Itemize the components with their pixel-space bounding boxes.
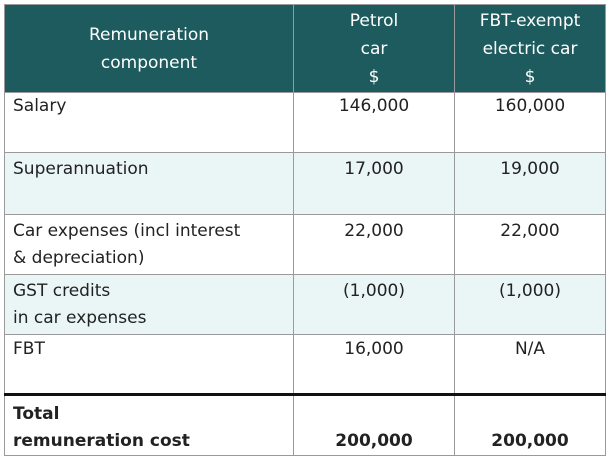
row-label: Superannuation xyxy=(4,152,294,215)
row-label: FBT xyxy=(4,334,294,395)
row-label: GST credits in car expenses xyxy=(4,274,294,335)
total-petrol-value: 200,000 xyxy=(293,393,455,456)
remuneration-table: Remuneration component Petrol car $ FBT-… xyxy=(4,4,606,456)
total-row: Total remuneration cost 200,000 200,000 xyxy=(4,393,606,456)
electric-value: 19,000 xyxy=(454,152,606,215)
table-row: Salary 146,000 160,000 xyxy=(4,92,606,153)
table-row: Superannuation 17,000 19,000 xyxy=(4,152,606,215)
total-label: Total remuneration cost xyxy=(4,393,294,456)
petrol-value: 146,000 xyxy=(293,92,455,153)
electric-value: 160,000 xyxy=(454,92,606,153)
header-electric-car: FBT-exempt electric car $ xyxy=(454,4,606,93)
petrol-value: 16,000 xyxy=(293,334,455,395)
header-row: Remuneration component Petrol car $ FBT-… xyxy=(4,4,606,93)
electric-value: (1,000) xyxy=(454,274,606,335)
row-label: Car expenses (incl interest & depreciati… xyxy=(4,214,294,275)
total-electric-value: 200,000 xyxy=(454,393,606,456)
electric-value: N/A xyxy=(454,334,606,395)
table-row: Car expenses (incl interest & depreciati… xyxy=(4,214,606,275)
table-row: FBT 16,000 N/A xyxy=(4,334,606,395)
petrol-value: 22,000 xyxy=(293,214,455,275)
petrol-value: (1,000) xyxy=(293,274,455,335)
header-component: Remuneration component xyxy=(4,4,294,93)
row-label: Salary xyxy=(4,92,294,153)
header-petrol-car: Petrol car $ xyxy=(293,4,455,93)
table-row: GST credits in car expenses (1,000) (1,0… xyxy=(4,274,606,335)
electric-value: 22,000 xyxy=(454,214,606,275)
petrol-value: 17,000 xyxy=(293,152,455,215)
